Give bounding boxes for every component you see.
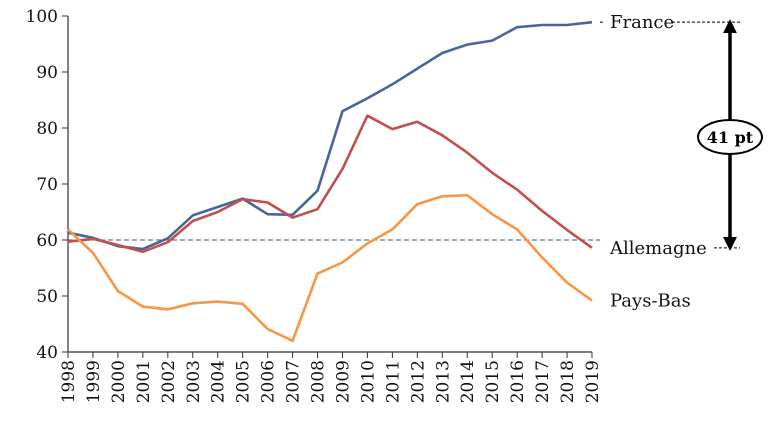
x-tick-label: 2005 bbox=[234, 360, 254, 403]
x-tick-label: 2007 bbox=[284, 360, 304, 403]
series-label-allemagne: Allemagne bbox=[609, 238, 707, 259]
series-label-pays-bas: Pays-Bas bbox=[610, 290, 691, 311]
x-tick-label: 2009 bbox=[333, 360, 353, 403]
gap-label-oval bbox=[697, 119, 763, 155]
x-tick-label: 2013 bbox=[433, 360, 453, 403]
x-tick-label: 2016 bbox=[508, 360, 528, 403]
x-tick-label: 2011 bbox=[383, 360, 403, 403]
y-tick-label: 40 bbox=[36, 343, 58, 363]
y-tick-label: 50 bbox=[36, 287, 58, 307]
x-tick-label: 2012 bbox=[408, 360, 428, 403]
y-tick-label: 90 bbox=[36, 63, 58, 83]
series-labels: France Allemagne Pays-Bas bbox=[600, 12, 740, 311]
x-tick-label: 2000 bbox=[109, 360, 129, 403]
x-tick-label: 2015 bbox=[483, 360, 503, 403]
y-tick-label: 60 bbox=[36, 231, 58, 251]
y-tick-label: 80 bbox=[36, 119, 58, 139]
y-tick-label: 70 bbox=[36, 175, 58, 195]
x-tick-label: 2002 bbox=[159, 360, 179, 403]
series-label-france: France bbox=[610, 12, 674, 33]
x-tick-label: 2014 bbox=[458, 360, 478, 403]
y-tick-label: 100 bbox=[26, 7, 58, 27]
x-tick-label: 1999 bbox=[84, 360, 104, 403]
gap-annotation: 41 pt bbox=[697, 19, 763, 251]
series-line-france bbox=[67, 20, 593, 251]
x-tick-label: 2008 bbox=[309, 360, 329, 403]
series-line-pays-bas bbox=[67, 193, 593, 343]
gap-label: 41 pt bbox=[707, 128, 754, 147]
x-tick-label: 2010 bbox=[358, 360, 378, 403]
x-tick-label: 2018 bbox=[558, 360, 578, 403]
x-tick-label: 2017 bbox=[533, 360, 553, 403]
x-tick-label: 1998 bbox=[59, 360, 79, 403]
x-tick-label: 2019 bbox=[583, 360, 603, 403]
axes bbox=[62, 15, 600, 358]
x-tick-labels: 1998 1999 2000 2001 2002 2003 2004 2005 2006 2007… bbox=[59, 360, 603, 403]
x-tick-label: 2004 bbox=[209, 360, 229, 403]
x-tick-label: 2006 bbox=[259, 360, 279, 403]
x-tick-label: 2001 bbox=[134, 360, 154, 403]
series-lines bbox=[67, 20, 593, 343]
x-tick-label: 2003 bbox=[184, 360, 204, 403]
y-tick-labels: 40 50 60 70 80 90 100 bbox=[26, 7, 58, 363]
series-line-allemagne bbox=[67, 114, 593, 254]
